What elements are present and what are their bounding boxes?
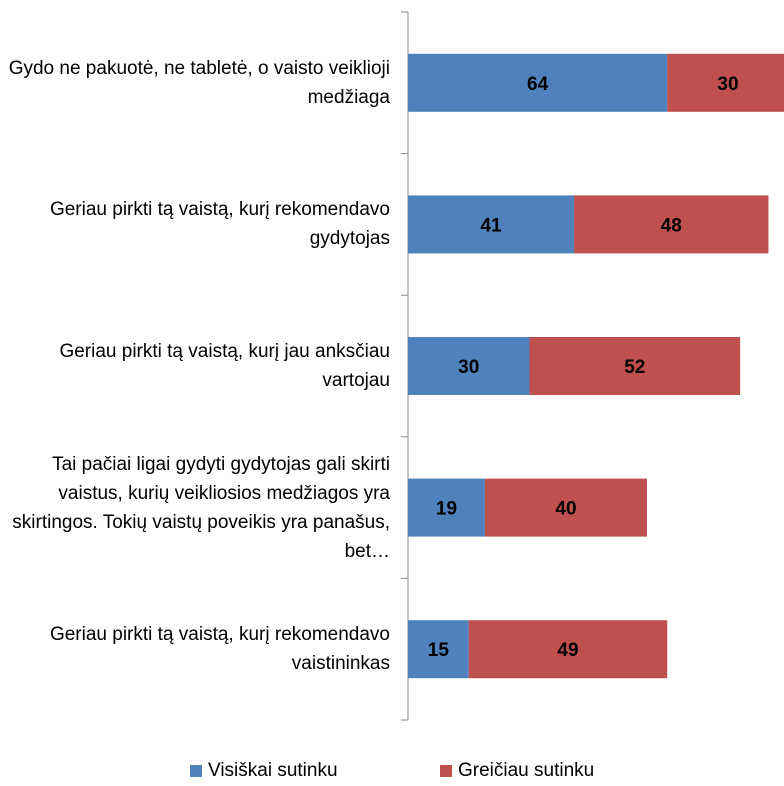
bar-segment [408, 195, 575, 254]
bar-segment [667, 53, 784, 112]
bar-segment [484, 478, 647, 537]
data-label: 19 [436, 499, 457, 520]
data-label: 64 [527, 74, 549, 95]
data-label: 15 [428, 640, 450, 661]
bar-segment [408, 337, 530, 395]
legend-swatch [190, 765, 202, 777]
data-label: 49 [557, 640, 578, 661]
legend-swatch [440, 765, 452, 777]
legend-label: Visiškai sutinku [208, 760, 338, 781]
legend-item: Greičiau sutinku [440, 760, 594, 782]
category-label: Geriau pirkti tą vaistą, kurį rekomendav… [49, 199, 390, 250]
category-label: Gydo ne pakuotė, ne tabletė, o vaisto ve… [8, 57, 390, 108]
data-label: 40 [555, 499, 576, 520]
category-label: Geriau pirkti tą vaistą, kurį jau anksči… [59, 341, 390, 391]
legend-label: Greičiau sutinku [458, 760, 595, 781]
bar-segment [468, 620, 668, 679]
data-label: 30 [458, 357, 479, 378]
bar-segment [408, 478, 485, 537]
data-label: 41 [480, 215, 502, 236]
data-label: 48 [661, 215, 682, 236]
data-label: 52 [624, 357, 645, 378]
legend-item: Visiškai sutinku [190, 760, 338, 782]
bar-segment [408, 53, 668, 112]
category-label: Geriau pirkti tą vaistą, kurį rekomendav… [49, 624, 390, 675]
data-label: 30 [717, 74, 738, 95]
bar-segment [574, 195, 769, 254]
bar-segment [529, 337, 741, 395]
bar-segment [408, 620, 469, 679]
category-label: Tai pačiai ligai gydyti gydytojas gali s… [12, 453, 390, 562]
